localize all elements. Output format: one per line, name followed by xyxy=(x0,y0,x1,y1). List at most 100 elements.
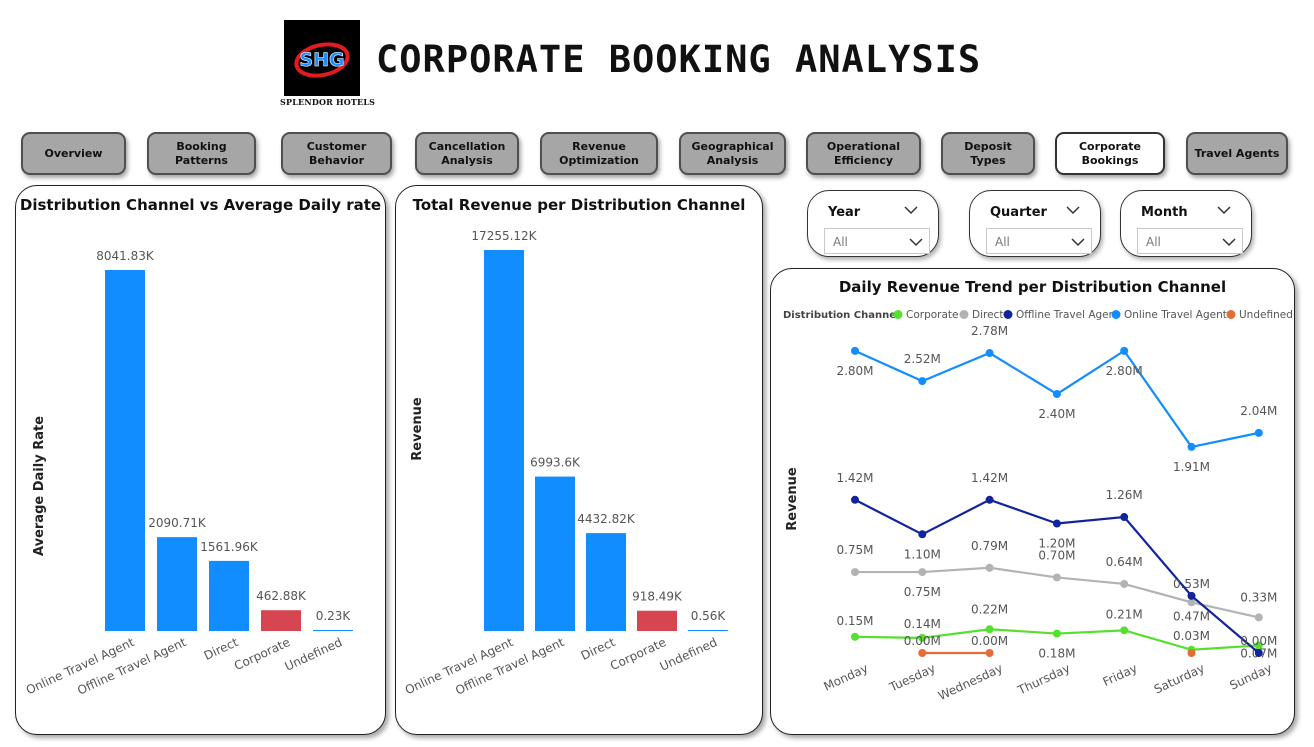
data-label: 0.22M xyxy=(971,602,1008,616)
bar[interactable] xyxy=(157,537,197,631)
nav-cancellation-analysis-button[interactable]: Cancellation Analysis xyxy=(415,132,519,175)
data-label: 2.80M xyxy=(836,364,873,378)
data-point[interactable] xyxy=(1254,649,1263,657)
data-label: 4432.82K xyxy=(577,512,636,526)
month-slicer: Month All xyxy=(1120,190,1252,257)
chevron-down-icon xyxy=(1222,238,1236,247)
data-point[interactable] xyxy=(1120,346,1129,355)
year-dropdown[interactable]: All xyxy=(824,228,930,254)
adr-chart-panel: Distribution Channel vs Average Daily ra… xyxy=(15,185,386,735)
data-label: 0.00M xyxy=(1240,634,1277,648)
nav-operational-efficiency-button[interactable]: Operational Efficiency xyxy=(806,132,921,175)
data-point[interactable] xyxy=(1254,428,1263,437)
data-point[interactable] xyxy=(1052,390,1061,399)
data-point[interactable] xyxy=(1187,591,1196,600)
data-point[interactable] xyxy=(918,530,927,539)
bar[interactable] xyxy=(209,560,249,631)
data-point[interactable] xyxy=(851,568,859,577)
data-point[interactable] xyxy=(1120,579,1129,588)
legend-entry[interactable]: Undefined xyxy=(1239,309,1293,321)
legend-title: Distribution Channel xyxy=(783,310,899,321)
nav-label: Cancellation Analysis xyxy=(428,139,506,167)
month-dropdown[interactable]: All xyxy=(1137,228,1243,254)
bar[interactable] xyxy=(535,476,575,631)
data-label: 918.49K xyxy=(632,590,683,604)
data-point[interactable] xyxy=(985,625,994,634)
nav-corporate-bookings-button[interactable]: Corporate Bookings xyxy=(1055,132,1165,175)
data-label: 462.88K xyxy=(256,589,307,603)
data-point[interactable] xyxy=(1187,598,1196,607)
quarter-dropdown[interactable]: All xyxy=(986,228,1092,254)
data-label: 8041.83K xyxy=(96,249,155,263)
bar[interactable] xyxy=(586,533,626,631)
data-point[interactable] xyxy=(1052,573,1061,582)
chevron-down-icon[interactable] xyxy=(904,205,918,215)
data-point[interactable] xyxy=(1254,613,1263,622)
data-point[interactable] xyxy=(985,495,994,504)
bar[interactable] xyxy=(688,630,728,631)
bar[interactable] xyxy=(484,250,524,631)
nav-deposit-types-button[interactable]: Deposit Types xyxy=(941,132,1035,175)
data-point[interactable] xyxy=(918,633,927,642)
data-point[interactable] xyxy=(851,495,859,504)
nav-booking-patterns-button[interactable]: Booking Patterns xyxy=(147,132,256,175)
chevron-down-icon[interactable] xyxy=(1066,205,1080,215)
data-label: 2.04M xyxy=(1240,404,1277,418)
data-point[interactable] xyxy=(1120,513,1129,522)
legend-entry[interactable]: Corporate xyxy=(906,309,959,321)
year-slicer: Year All xyxy=(807,190,939,257)
data-point[interactable] xyxy=(1120,626,1129,635)
nav-customer-behavior-button[interactable]: Customer Behavior xyxy=(281,132,392,175)
legend-entry[interactable]: Direct xyxy=(972,309,1003,321)
data-point[interactable] xyxy=(1187,442,1196,451)
data-label: 1.20M xyxy=(1038,537,1075,551)
data-label: 0.00M xyxy=(904,634,941,648)
bar[interactable] xyxy=(105,270,145,631)
nav-travel-agents-button[interactable]: Travel Agents xyxy=(1186,132,1288,175)
data-point[interactable] xyxy=(1052,519,1061,528)
data-point[interactable] xyxy=(1187,649,1196,657)
data-label: 1.26M xyxy=(1106,488,1143,502)
chevron-down-icon xyxy=(909,238,923,247)
chevron-down-icon[interactable] xyxy=(1217,205,1231,215)
data-point[interactable] xyxy=(918,377,927,386)
year-slicer-label: Year xyxy=(828,205,861,220)
data-point[interactable] xyxy=(1052,629,1061,638)
data-point[interactable] xyxy=(851,346,859,355)
data-point[interactable] xyxy=(918,649,927,657)
x-tick-label: Undefined xyxy=(283,635,345,674)
nav-label: Customer Behavior xyxy=(306,139,367,167)
daily-trend-title: Daily Revenue Trend per Distribution Cha… xyxy=(838,278,1227,296)
legend-entry[interactable]: Online Travel Agent xyxy=(1124,309,1227,321)
data-point[interactable] xyxy=(985,563,994,572)
data-point[interactable] xyxy=(851,632,859,641)
data-point[interactable] xyxy=(985,649,994,657)
data-point[interactable] xyxy=(985,349,994,358)
data-label: 0.33M xyxy=(1240,590,1277,604)
legend-entry[interactable]: Offline Travel Agent xyxy=(1016,309,1119,321)
x-tick-label: Corporate xyxy=(608,635,668,673)
data-label: 1.91M xyxy=(1173,460,1210,474)
bar[interactable] xyxy=(261,610,301,631)
nav-label: Geographical Analysis xyxy=(691,139,774,167)
bar[interactable] xyxy=(313,630,353,631)
data-point[interactable] xyxy=(1254,641,1263,650)
nav-label: Booking Patterns xyxy=(175,139,228,167)
bar[interactable] xyxy=(637,610,677,631)
y-axis-label: Revenue xyxy=(785,467,800,531)
page-title: CORPORATE BOOKING ANALYSIS xyxy=(376,38,982,81)
nav-geographical-analysis-button[interactable]: Geographical Analysis xyxy=(679,132,786,175)
data-label: 0.64M xyxy=(1106,555,1143,569)
data-label: 6993.6K xyxy=(530,456,581,470)
data-label: 1.42M xyxy=(971,471,1008,485)
logo-mark: SHG xyxy=(284,20,360,96)
data-label: 0.00M xyxy=(971,634,1008,648)
legend-marker xyxy=(1003,310,1013,319)
data-label: 0.56K xyxy=(691,609,727,623)
nav-overview-button[interactable]: Overview xyxy=(21,132,126,175)
data-point[interactable] xyxy=(918,568,927,577)
nav-revenue-optimization-button[interactable]: Revenue Optimization xyxy=(540,132,658,175)
x-tick-label: Wednesday xyxy=(936,661,1005,703)
